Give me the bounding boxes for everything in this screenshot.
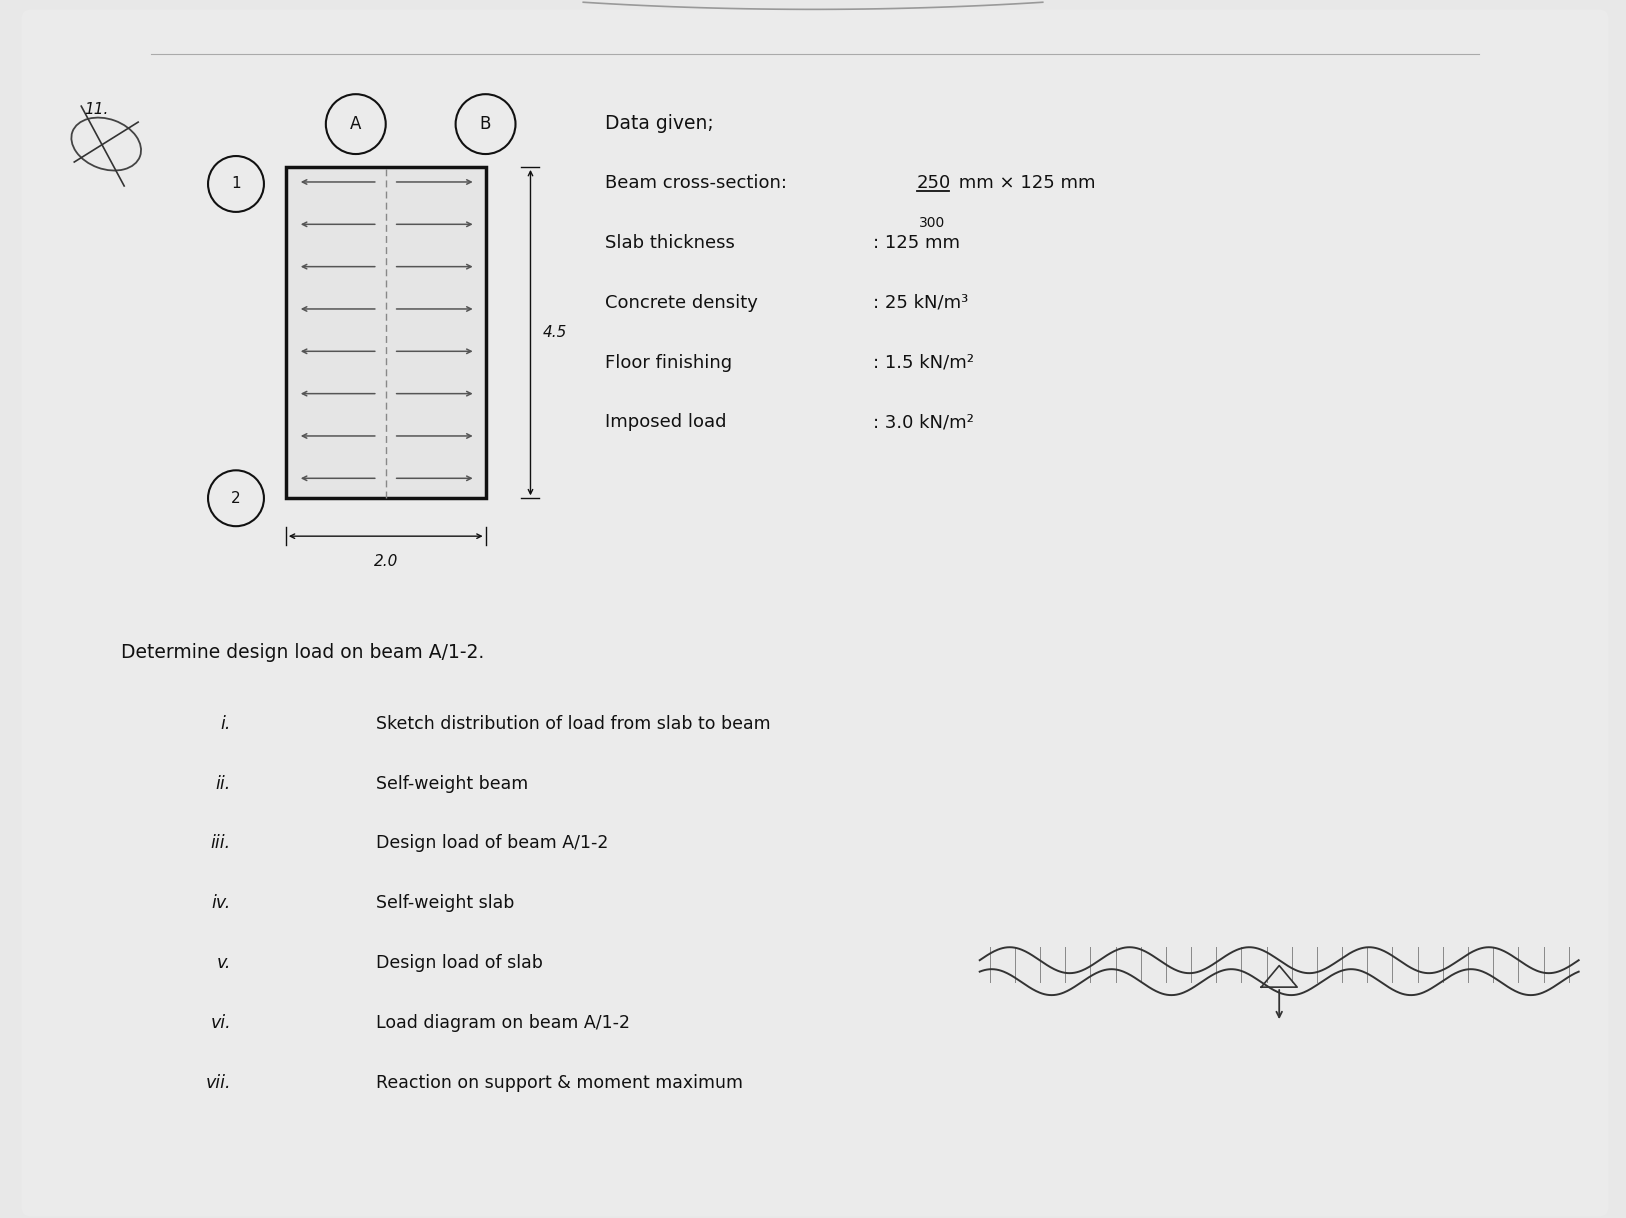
Text: ii.: ii.	[216, 775, 231, 793]
Text: Concrete density: Concrete density	[605, 294, 758, 312]
Text: Design load of beam A/1-2: Design load of beam A/1-2	[376, 834, 608, 853]
Text: : 125 mm: : 125 mm	[873, 234, 959, 252]
Text: Design load of slab: Design load of slab	[376, 954, 543, 972]
Text: vii.: vii.	[205, 1074, 231, 1093]
Text: : 3.0 kN/m²: : 3.0 kN/m²	[873, 413, 974, 431]
Text: Load diagram on beam A/1-2: Load diagram on beam A/1-2	[376, 1015, 629, 1032]
Text: : 1.5 kN/m²: : 1.5 kN/m²	[873, 353, 974, 371]
Text: B: B	[480, 116, 491, 133]
Text: 2: 2	[231, 491, 241, 505]
Text: iv.: iv.	[211, 894, 231, 912]
Bar	[286, 167, 486, 498]
Text: 2.0: 2.0	[374, 554, 398, 569]
Text: 1: 1	[231, 177, 241, 191]
Text: Determine design load on beam A/1-2.: Determine design load on beam A/1-2.	[122, 643, 485, 661]
Text: 4.5: 4.5	[543, 325, 567, 340]
Text: : 25 kN/m³: : 25 kN/m³	[873, 294, 967, 312]
Text: Self-weight slab: Self-weight slab	[376, 894, 514, 912]
Text: Self-weight beam: Self-weight beam	[376, 775, 528, 793]
Text: 11.: 11.	[85, 102, 109, 117]
Text: Imposed load: Imposed load	[605, 413, 727, 431]
Text: iii.: iii.	[211, 834, 231, 853]
Text: Slab thickness: Slab thickness	[605, 234, 735, 252]
Text: A: A	[350, 116, 361, 133]
FancyBboxPatch shape	[21, 10, 1608, 1217]
Text: Floor finishing: Floor finishing	[605, 353, 732, 371]
Text: i.: i.	[221, 715, 231, 733]
Text: 300: 300	[919, 216, 945, 230]
Text: v.: v.	[216, 954, 231, 972]
Text: 250: 250	[917, 174, 951, 192]
Text: Reaction on support & moment maximum: Reaction on support & moment maximum	[376, 1074, 743, 1093]
Text: Data given;: Data given;	[605, 114, 714, 133]
Text: Sketch distribution of load from slab to beam: Sketch distribution of load from slab to…	[376, 715, 771, 733]
Text: Beam cross-section:: Beam cross-section:	[605, 174, 793, 192]
Text: mm × 125 mm: mm × 125 mm	[953, 174, 1096, 192]
Text: vi.: vi.	[210, 1015, 231, 1032]
